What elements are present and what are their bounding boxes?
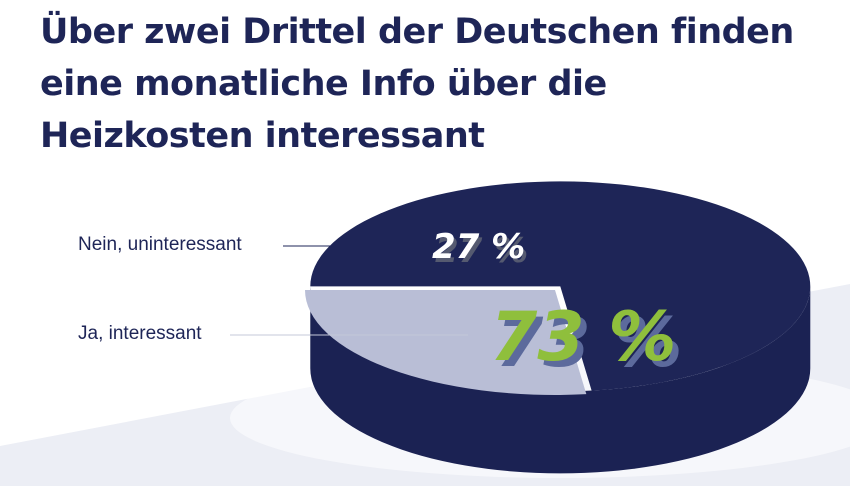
data-label-nein-shadow: 27 % xyxy=(435,231,528,271)
pie-slice-nein xyxy=(305,290,587,396)
pie-side-wall xyxy=(310,286,811,474)
page-title: Über zwei Drittel der Deutschen finden e… xyxy=(40,12,794,156)
legend-label-ja: Ja, interessant xyxy=(78,323,202,344)
legend-label-nein: Nein, uninteressant xyxy=(78,234,242,255)
data-label-ja-shadow: 73 % xyxy=(496,304,682,383)
data-label-nein: 27 % xyxy=(432,227,525,267)
pie-slice-ja xyxy=(310,181,811,391)
data-label-ja: 73 % xyxy=(490,298,676,377)
pie-3d xyxy=(305,181,811,474)
